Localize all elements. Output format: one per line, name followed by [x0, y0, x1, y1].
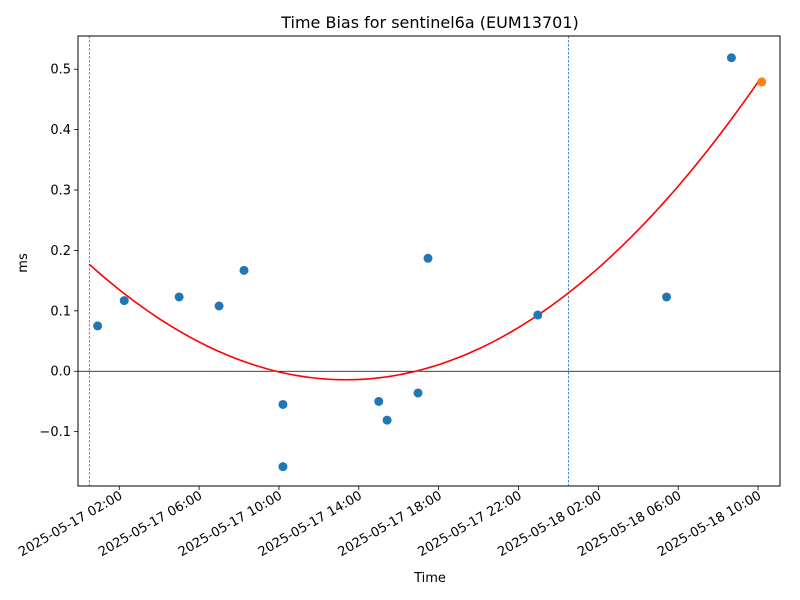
- data-point-s0-6: [278, 462, 288, 472]
- data-point-s0-4: [239, 265, 249, 275]
- plot-area: [78, 36, 780, 486]
- y-axis: −0.1 0.0 0.1 0.2 0.3 0.4 0.5: [39, 63, 78, 440]
- chart-title: Time Bias for sentinel6a (EUM13701): [280, 13, 579, 32]
- y-tick-label-0: −0.1: [39, 425, 71, 440]
- y-tick-label-5: 0.4: [50, 123, 71, 138]
- fit-curve: [88, 81, 759, 381]
- data-point-s0-5: [278, 399, 288, 409]
- data-point-s0-11: [533, 310, 543, 320]
- data-point-s0-1: [119, 296, 129, 306]
- axes-frame: [77, 35, 781, 487]
- data-point-s0-13: [726, 53, 736, 63]
- data-point-s0-0: [93, 321, 103, 331]
- data-point-s0-12: [662, 292, 672, 302]
- data-point-s0-3: [214, 301, 224, 311]
- y-tick-label-6: 0.5: [50, 63, 71, 78]
- data-point-s0-10: [423, 253, 433, 263]
- y-tick-label-1: 0.0: [50, 365, 71, 380]
- data-point-s0-2: [174, 292, 184, 302]
- data-point-s0-9: [413, 388, 423, 398]
- y-tick-label-4: 0.3: [50, 184, 71, 199]
- data-point-s0-8: [382, 415, 392, 425]
- data-point-s0-7: [374, 396, 384, 406]
- x-axis-label: Time: [413, 571, 446, 586]
- data-point-s1-0: [757, 77, 767, 87]
- y-tick-label-2: 0.1: [50, 304, 71, 319]
- y-tick-label-3: 0.2: [50, 244, 71, 259]
- plot-inner: [78, 36, 780, 486]
- y-axis-label: ms: [16, 253, 31, 273]
